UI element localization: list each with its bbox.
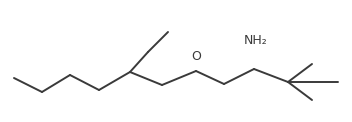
Text: O: O — [191, 51, 201, 63]
Text: NH₂: NH₂ — [244, 35, 268, 47]
